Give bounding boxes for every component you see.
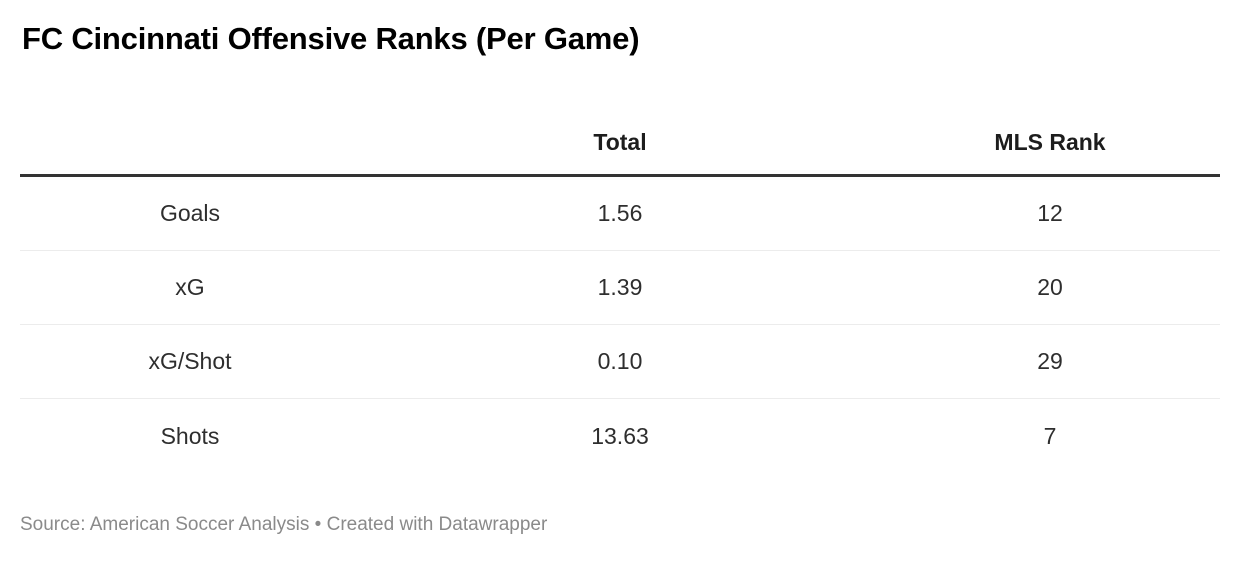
footer: Source: American Soccer Analysis • Creat…: [20, 513, 1220, 537]
datawrapper-link[interactable]: Datawrapper: [438, 514, 548, 535]
row-rank-cell: 20: [1037, 274, 1063, 300]
source-link[interactable]: American Soccer Analysis: [89, 514, 310, 535]
table-row: xG 1.39 20: [20, 251, 1220, 325]
row-rank-cell: 12: [1037, 200, 1063, 226]
footer-separator: •: [314, 514, 322, 535]
row-total-cell: 1.39: [597, 274, 643, 300]
column-header-total: Total: [593, 129, 647, 155]
row-total-cell: 13.63: [591, 422, 649, 449]
credit-prefix: Created with: [326, 514, 434, 535]
row-rank-cell: 29: [1037, 348, 1063, 374]
table-header-row: Total MLS Rank: [20, 111, 1220, 177]
row-rank-cell: 7: [1043, 422, 1057, 449]
table-row: Shots 13.63 7: [20, 399, 1220, 473]
page-title: FC Cincinnati Offensive Ranks (Per Game): [22, 21, 640, 56]
row-label-cell: Shots: [160, 422, 220, 449]
row-total-cell: 1.56: [597, 200, 643, 226]
table-body: Goals 1.56 12 xG 1.39 20 xG/Shot 0.10 29…: [20, 177, 1220, 473]
row-total-cell: 0.10: [597, 348, 643, 374]
stats-table: Total MLS Rank Goals 1.56 12 xG 1.39 20 …: [20, 111, 1220, 473]
row-label-cell: xG/Shot: [148, 348, 232, 374]
table-row: Goals 1.56 12: [20, 177, 1220, 251]
table-row: xG/Shot 0.10 29: [20, 325, 1220, 399]
source-label: Source:: [20, 514, 86, 535]
row-label-cell: Goals: [159, 200, 221, 226]
row-label-cell: xG: [175, 274, 205, 300]
column-header-mls-rank: MLS Rank: [994, 129, 1106, 155]
